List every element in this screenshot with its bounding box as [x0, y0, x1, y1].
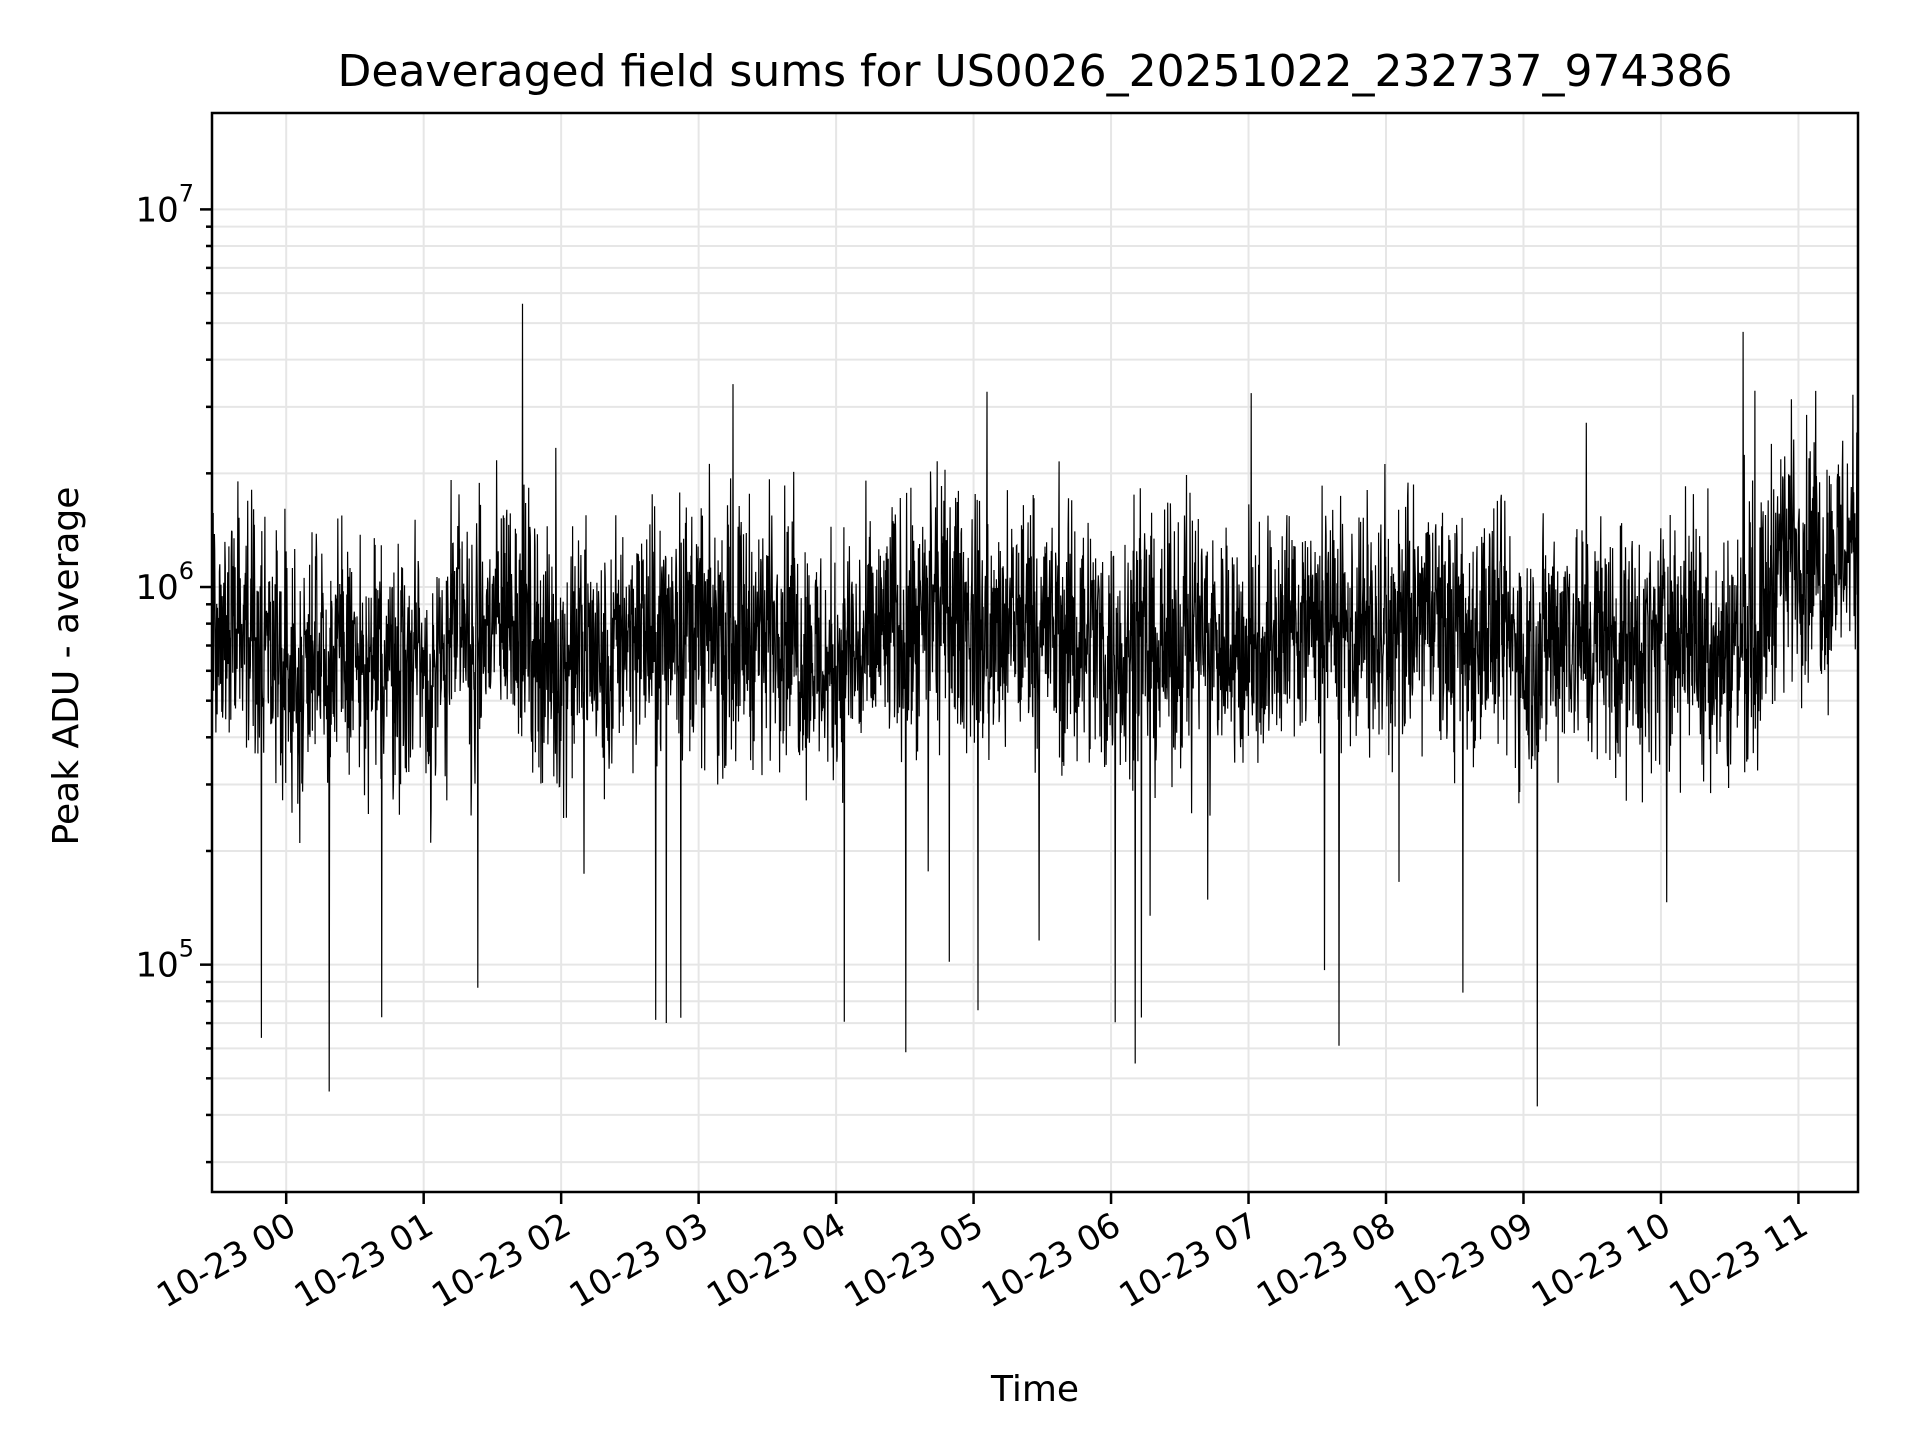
y-axis-label: Peak ADU - average	[46, 487, 87, 846]
data-layer	[211, 303, 1859, 1107]
x-tick-label: 10-23 06	[975, 1205, 1127, 1316]
series-line	[211, 303, 1859, 1107]
x-tick-label: 10-23 03	[563, 1205, 715, 1316]
x-tick-label: 10-23 01	[288, 1205, 440, 1316]
chart-title: Deaveraged field sums for US0026_2025102…	[338, 46, 1733, 97]
x-tick-label: 10-23 04	[700, 1205, 852, 1316]
x-tick-label: 10-23 08	[1250, 1205, 1402, 1316]
x-tick-label: 10-23 09	[1388, 1205, 1540, 1316]
x-tick-label: 10-23 07	[1113, 1205, 1265, 1316]
x-tick-label: 10-23 05	[838, 1205, 990, 1316]
y-tick-label: 107	[135, 179, 194, 230]
x-tick-label: 10-23 10	[1525, 1205, 1677, 1316]
x-tick-label: 10-23 11	[1663, 1205, 1815, 1316]
x-axis-label: Time	[990, 1369, 1079, 1410]
x-tick-label: 10-23 00	[150, 1205, 302, 1316]
y-tick-label: 105	[135, 935, 194, 986]
x-tick-label: 10-23 02	[425, 1205, 577, 1316]
plot-frame	[210, 111, 1860, 1194]
y-axis: 105 106 107	[135, 179, 212, 1164]
y-tick-label: 106	[135, 557, 194, 608]
